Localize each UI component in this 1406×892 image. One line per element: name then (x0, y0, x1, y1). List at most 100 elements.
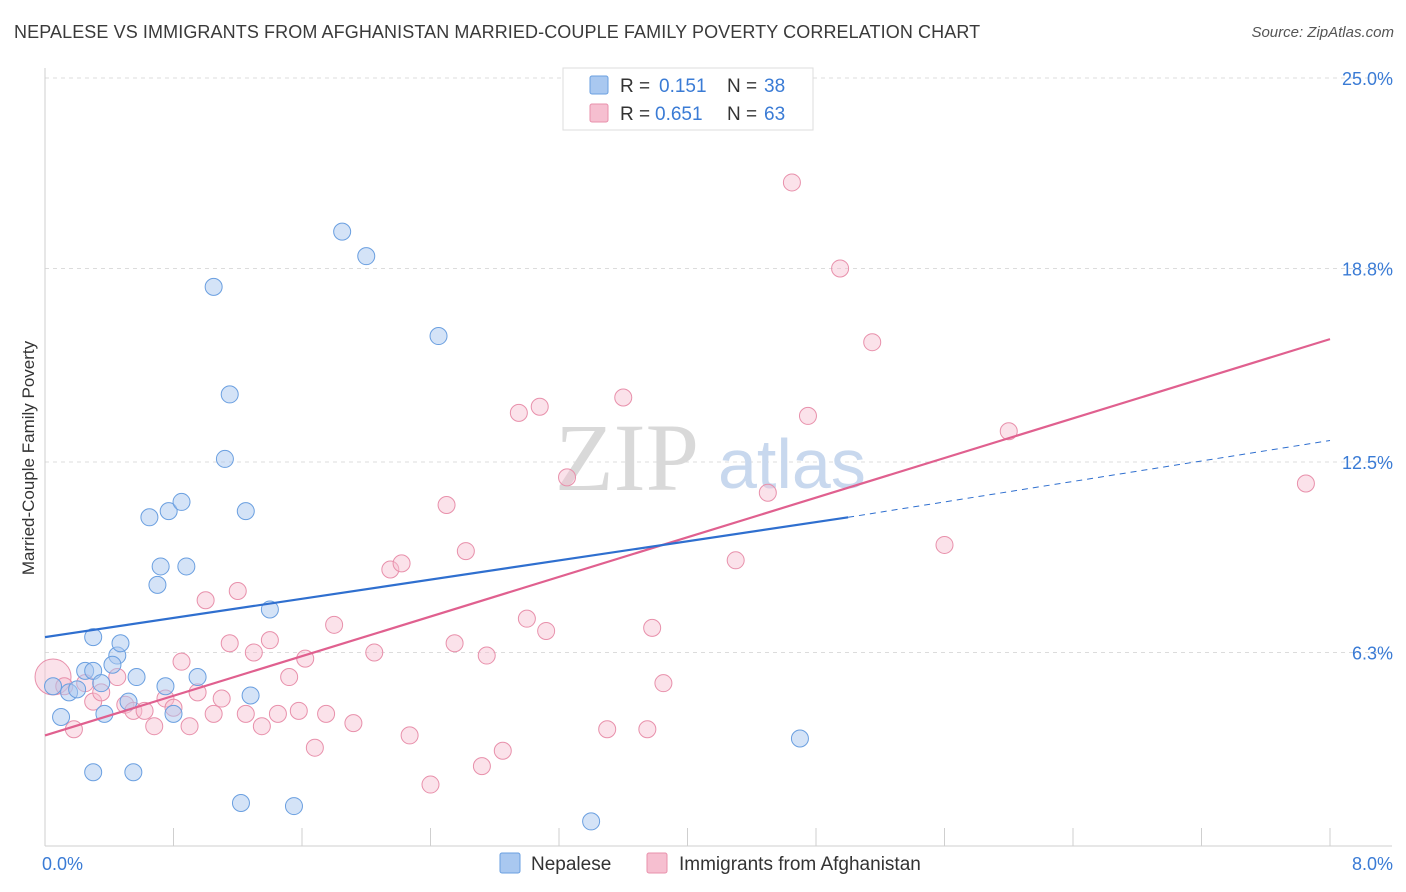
bottom-legend-swatch-afghan (646, 852, 668, 874)
legend-n-value-1: 38 (764, 76, 785, 97)
legend-n-value-2: 63 (764, 104, 785, 125)
nepalese-point (284, 797, 303, 816)
nepalese-point (151, 557, 170, 576)
afghan-point (260, 631, 279, 650)
nepalese-point (103, 655, 122, 674)
nepalese-point (177, 557, 196, 576)
afghan-point (196, 591, 215, 610)
afghan-point (280, 668, 299, 687)
afghan-point (204, 704, 223, 723)
afghan-point (400, 726, 419, 745)
afghan-point (325, 615, 344, 634)
afghan-point (863, 333, 882, 352)
y-axis-title: Married-Couple Family Poverty (19, 340, 38, 575)
nepalese-point (44, 677, 63, 696)
nepalese-point (148, 575, 167, 594)
afghan-point (530, 397, 549, 416)
nepalese-point (84, 763, 103, 782)
afghan-point (643, 618, 662, 637)
trend-line-nepalese-extension (848, 440, 1331, 518)
afghan-point (228, 582, 247, 601)
nepalese-point (429, 327, 448, 346)
afghan-point (1296, 474, 1315, 493)
afghan-point (477, 646, 496, 665)
afghan-point (493, 741, 512, 760)
x-tick-label-max: 8.0% (1352, 854, 1393, 874)
nepalese-point (84, 628, 103, 647)
afghan-point (172, 652, 191, 671)
bottom-legend: Nepalese Immigrants from Afghanistan (499, 852, 921, 875)
y-tick-label: 25.0% (1342, 69, 1393, 89)
nepalese-point (231, 793, 250, 812)
afghan-point (782, 173, 801, 192)
nepalese-point (52, 707, 71, 726)
afghan-point (726, 551, 745, 570)
legend-swatch-afghan (589, 103, 609, 123)
source-label: Source: ZipAtlas.com (1251, 24, 1394, 41)
y-tick-label: 6.3% (1352, 643, 1393, 663)
nepalese-point (92, 674, 111, 693)
legend-r-label-2: R = (620, 104, 650, 125)
top-legend: R = 0.151 N = 38 R = 0.651 N = 63 (562, 67, 814, 131)
watermark-atlas: atlas (718, 425, 866, 503)
afghan-point (558, 468, 577, 487)
afghan-point (614, 388, 633, 407)
legend-r-value-1: 0.151 (659, 76, 707, 97)
nepalese-point (172, 492, 191, 511)
nepalese-points (44, 222, 809, 831)
afghan-point (509, 403, 528, 422)
afghan-point (244, 643, 263, 662)
afghan-point (289, 701, 308, 720)
afghan-point (831, 259, 850, 278)
trend-lines (44, 338, 1331, 737)
afghan-point (598, 720, 617, 739)
trend-line-afghan (44, 338, 1331, 737)
legend-n-label-2: N = (727, 104, 757, 125)
afghan-point (236, 704, 255, 723)
afghan-points (34, 173, 1315, 794)
afghan-point (935, 535, 954, 554)
nepalese-point (790, 729, 809, 748)
afghan-point (638, 720, 657, 739)
nepalese-point (582, 812, 601, 831)
afghan-point (421, 775, 440, 794)
nepalese-point (124, 763, 143, 782)
afghan-point (437, 496, 456, 515)
nepalese-point (159, 502, 178, 521)
bottom-legend-swatch-nepalese (499, 852, 521, 874)
nepalese-point (204, 277, 223, 296)
trend-line-nepalese (44, 516, 849, 639)
afghan-point (798, 406, 817, 425)
nepalese-point (236, 502, 255, 521)
nepalese-point (357, 247, 376, 266)
nepalese-point (68, 680, 87, 699)
watermark: ZIP atlas (555, 404, 866, 511)
afghan-point (268, 704, 287, 723)
bottom-legend-afghan: Immigrants from Afghanistan (679, 854, 921, 875)
afghan-point (145, 717, 164, 736)
nepalese-point (333, 222, 352, 241)
afghan-point (445, 634, 464, 653)
y-tick-label: 18.8% (1342, 259, 1393, 279)
afghan-point (220, 634, 239, 653)
afghan-point (381, 560, 400, 579)
afghan-point (305, 738, 324, 757)
gridlines (45, 77, 1392, 653)
legend-n-label-1: N = (727, 76, 757, 97)
nepalese-point (140, 508, 159, 527)
nepalese-point (111, 634, 130, 653)
nepalese-point (188, 668, 207, 687)
nepalese-point (127, 668, 146, 687)
legend-swatch-nepalese (589, 75, 609, 95)
afghan-point (365, 643, 384, 662)
bottom-legend-nepalese: Nepalese (531, 854, 611, 875)
afghan-point (654, 674, 673, 693)
x-tick-label-min: 0.0% (42, 854, 83, 874)
afghan-point (517, 609, 536, 628)
afghan-point (472, 757, 491, 776)
axes (44, 68, 1392, 847)
afghan-point (317, 704, 336, 723)
afghan-point (537, 621, 556, 640)
afghan-point (252, 717, 271, 736)
